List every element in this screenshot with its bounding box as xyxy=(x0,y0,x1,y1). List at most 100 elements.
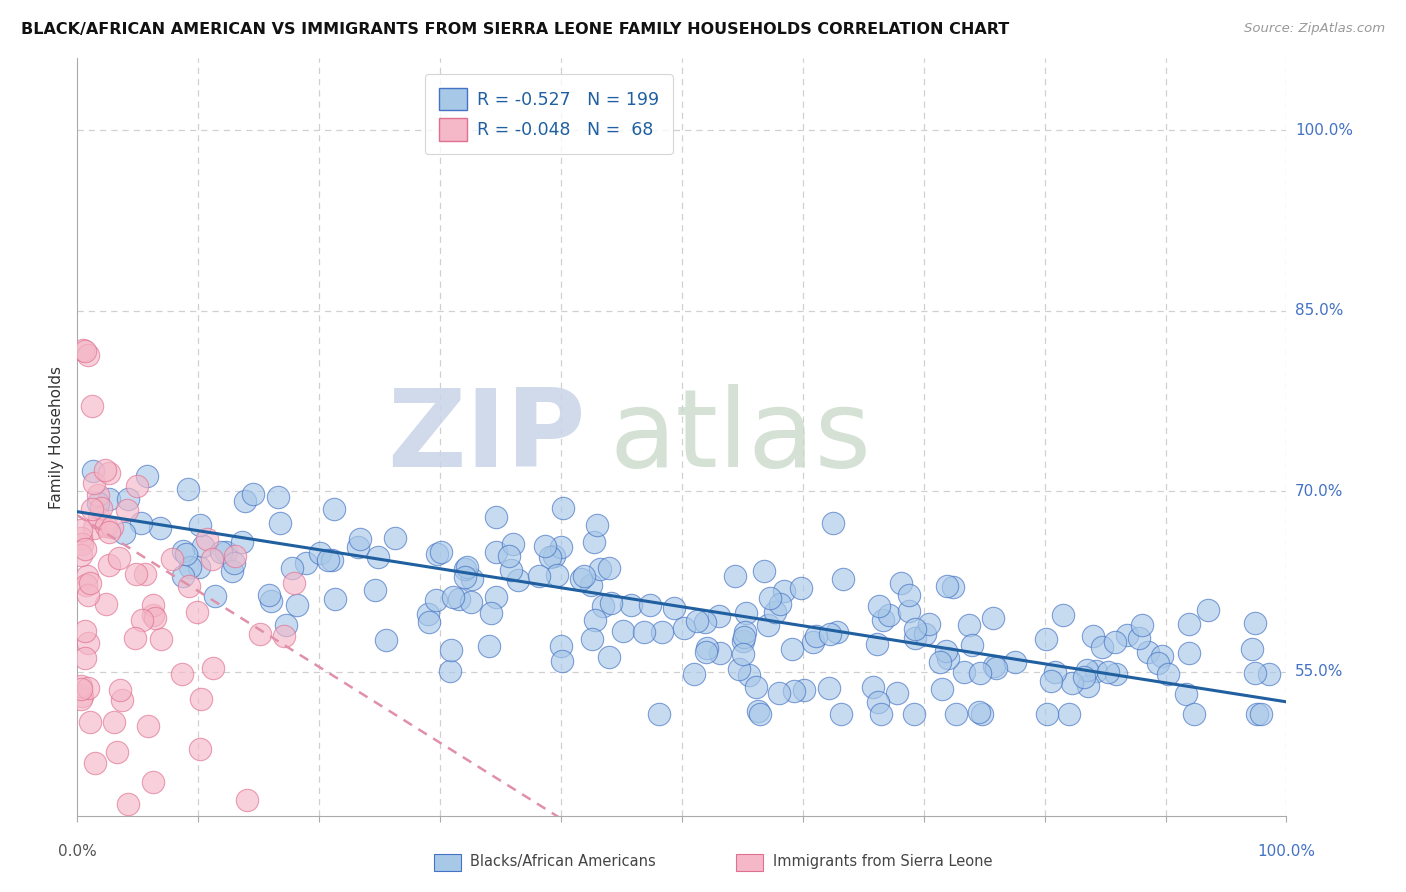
Point xyxy=(709,609,731,624)
Point xyxy=(748,706,770,721)
Point xyxy=(1085,664,1108,678)
Point xyxy=(285,598,308,612)
Point xyxy=(162,552,184,566)
Point xyxy=(131,613,153,627)
Point xyxy=(231,534,253,549)
Point xyxy=(76,681,98,695)
Point xyxy=(903,706,925,721)
Point xyxy=(727,662,749,676)
Point xyxy=(957,618,980,632)
Point xyxy=(733,630,755,644)
FancyBboxPatch shape xyxy=(737,855,763,871)
Point xyxy=(693,615,716,630)
Point xyxy=(117,797,139,811)
Point xyxy=(782,642,804,657)
Point xyxy=(70,537,93,551)
Point xyxy=(141,775,163,789)
Point xyxy=(460,594,482,608)
Point xyxy=(572,569,595,583)
Point xyxy=(461,572,484,586)
Point xyxy=(945,706,967,721)
Point xyxy=(734,625,756,640)
Point xyxy=(112,526,135,541)
FancyBboxPatch shape xyxy=(434,855,461,871)
Point xyxy=(93,463,115,477)
Point xyxy=(117,491,139,506)
Point xyxy=(1197,603,1219,617)
Point xyxy=(454,569,477,583)
Point xyxy=(190,692,212,706)
Point xyxy=(75,578,97,592)
Point xyxy=(747,704,769,718)
Point xyxy=(731,634,754,648)
Point xyxy=(384,531,406,545)
Point xyxy=(191,539,214,553)
Point xyxy=(612,624,634,639)
Point xyxy=(942,580,965,594)
Point xyxy=(638,598,661,612)
Point xyxy=(79,714,101,729)
Point xyxy=(543,549,565,563)
Point xyxy=(294,556,316,570)
Point xyxy=(983,659,1005,673)
Point xyxy=(76,568,98,582)
Point xyxy=(107,551,129,566)
Point xyxy=(129,516,152,531)
Point xyxy=(98,525,121,540)
Point xyxy=(172,569,194,583)
Point xyxy=(752,565,775,579)
Text: 55.0%: 55.0% xyxy=(1295,665,1343,680)
Point xyxy=(105,745,128,759)
Point xyxy=(724,569,747,583)
Point xyxy=(969,666,991,681)
Point xyxy=(1244,665,1267,680)
Point xyxy=(633,624,655,639)
Point xyxy=(664,600,686,615)
Point xyxy=(235,793,257,807)
Point xyxy=(150,632,173,646)
Point xyxy=(267,490,290,504)
Point xyxy=(200,552,222,566)
Point xyxy=(149,521,172,535)
Point xyxy=(485,590,508,604)
Point xyxy=(325,591,347,606)
Point xyxy=(347,540,370,554)
Point xyxy=(83,476,105,491)
Point xyxy=(546,568,568,582)
Point xyxy=(375,633,398,648)
Point xyxy=(418,615,440,629)
Point xyxy=(269,516,291,531)
Point xyxy=(70,679,93,693)
Point xyxy=(125,566,148,581)
Point xyxy=(758,591,780,606)
Point xyxy=(589,562,612,576)
Point xyxy=(772,584,794,599)
Point xyxy=(550,639,572,653)
Point xyxy=(274,618,297,632)
Point xyxy=(479,606,502,620)
Point xyxy=(818,627,841,641)
Point xyxy=(1250,706,1272,721)
Point xyxy=(936,651,959,665)
Point xyxy=(70,548,93,562)
Text: atlas: atlas xyxy=(609,384,872,490)
Point xyxy=(686,614,709,628)
Point xyxy=(201,660,224,674)
Point xyxy=(870,706,893,721)
Point xyxy=(598,649,620,664)
Point xyxy=(738,668,761,682)
Point xyxy=(111,692,134,706)
Point xyxy=(260,594,283,608)
Point xyxy=(83,521,105,535)
Point xyxy=(418,607,440,622)
Point xyxy=(709,646,731,660)
Point xyxy=(551,501,574,516)
Point xyxy=(551,654,574,668)
Point xyxy=(984,661,1007,675)
Point xyxy=(439,642,461,657)
Point xyxy=(97,558,120,573)
Point xyxy=(142,599,165,613)
Point xyxy=(87,496,110,510)
Point xyxy=(931,682,953,697)
Point xyxy=(1081,629,1104,643)
